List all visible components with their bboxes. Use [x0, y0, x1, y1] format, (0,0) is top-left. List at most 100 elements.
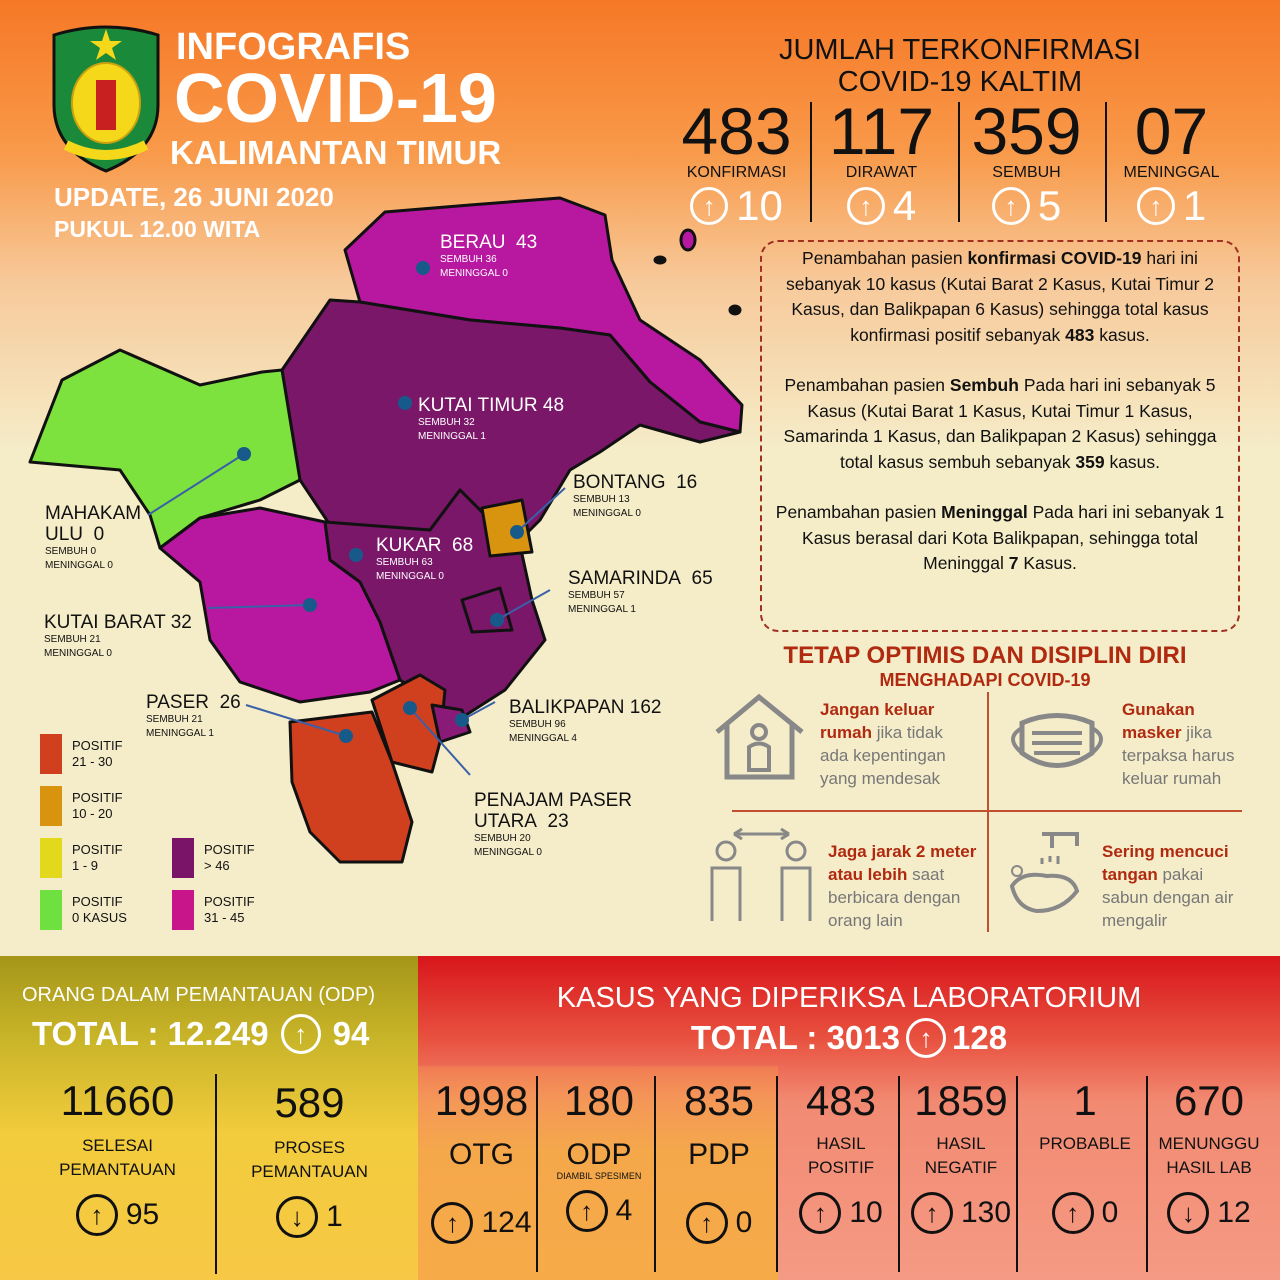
lab-label: HASIL [936, 1134, 986, 1153]
stat-dirawat: 117 DIRAWAT ↑ 4 [809, 94, 954, 229]
lab-item: 483 HASIL POSITIF ↑ 10 [780, 1080, 902, 1234]
lab-sublabel: HASIL LAB [1166, 1158, 1252, 1177]
lab-delta: 10 [849, 1196, 883, 1229]
divider [1146, 1076, 1148, 1272]
arrow-up-icon: ↑ [685, 1202, 728, 1244]
stat-value: 483 [681, 94, 792, 168]
lab-sublabel [423, 1170, 540, 1194]
stat-delta: 1 [1182, 182, 1207, 229]
handwash-icon [1002, 826, 1092, 921]
divider [215, 1074, 217, 1274]
title-region: KALIMANTAN TIMUR [170, 134, 502, 171]
arrow-down-icon: ↓ [1167, 1192, 1210, 1234]
note-sembuh: Penambahan pasien Sembuh Pada hari ini s… [783, 375, 1217, 472]
legend-10-20: POSITIF 10 - 20 [40, 786, 123, 826]
divider [654, 1076, 656, 1272]
summary-title: JUMLAH TERKONFIRMASI COVID-19 KALTIM [760, 34, 1160, 98]
label-paser: PASER 26 SEMBUH 21 MENINGGAL 1 [146, 692, 241, 739]
odp-proses: 589 PROSES PEMANTAUAN ↓ 1 [212, 1082, 407, 1238]
arrow-up-icon: ↑ [846, 187, 885, 225]
lab-value: 835 [683, 1077, 755, 1124]
lab-panel: KASUS YANG DIPERIKSA LABORATORIUM TOTAL … [418, 956, 1280, 1280]
lab-item: 670 MENUNGGU HASIL LAB ↓ 12 [1150, 1080, 1268, 1234]
arrow-up-icon: ↑ [431, 1202, 474, 1244]
arrow-up-icon: ↑ [1136, 187, 1175, 225]
lab-delta: 0 [1101, 1196, 1119, 1229]
label-mahakam-ulu: MAHAKAM ULU 0 SEMBUH 0 MENINGGAL 0 [45, 503, 142, 571]
tip-handwash: Sering mencuci tangan pakai sabun dengan… [1102, 842, 1234, 930]
stat-delta: 5 [1037, 182, 1062, 229]
arrow-down-icon: ↓ [276, 1196, 319, 1238]
arrow-up-icon: ↑ [991, 187, 1030, 225]
lab-label: HASIL [816, 1134, 866, 1153]
stat-label: MENINGGAL [1123, 164, 1220, 181]
lab-item: 1 PROBABLE ↑ 0 [1020, 1080, 1150, 1234]
title-covid: COVID-19 [174, 59, 497, 137]
update-date: UPDATE, 26 JUNI 2020 [54, 182, 334, 212]
lab-value: 1998 [434, 1077, 529, 1124]
arrow-up-icon: ↑ [565, 1190, 608, 1232]
notes-box: Penambahan pasien konfirmasi COVID-19 ha… [760, 240, 1240, 632]
stat-delta: 10 [736, 182, 783, 229]
lab-title: KASUS YANG DIPERIKSA LABORATORIUM [556, 982, 1142, 1014]
stat-label: KONFIRMASI [686, 164, 787, 181]
label-berau: BERAU 43 SEMBUH 36 MENINGGAL 0 [440, 232, 538, 279]
lab-value: 670 [1173, 1077, 1245, 1124]
logo [46, 25, 166, 173]
update-time: PUKUL 12.00 WITA [54, 216, 261, 242]
label-kutai-timur: KUTAI TIMUR 48 SEMBUH 32 MENINGGAL 1 [418, 395, 565, 442]
arrow-up-icon: ↑ [75, 1194, 118, 1236]
stat-value: 359 [971, 94, 1082, 168]
lab-value: 1 [1073, 1077, 1097, 1124]
tips-vline [987, 692, 989, 932]
region-paser[interactable] [288, 710, 414, 864]
odp-selesai: 11660 SELESAI PEMANTAUAN ↑ 95 [20, 1080, 215, 1236]
stat-meninggal: 07 MENINGGAL ↑ 1 [1099, 94, 1244, 229]
distance-icon [704, 826, 819, 931]
divider [810, 102, 812, 222]
note-konfirmasi: Penambahan pasien konfirmasi COVID-19 ha… [786, 248, 1214, 345]
odp-panel: ORANG DALAM PEMANTAUAN (ODP) TOTAL : 12.… [0, 956, 418, 1280]
stat-value: 07 [1134, 94, 1209, 168]
label-balikpapan: BALIKPAPAN 162 SEMBUH 96 MENINGGAL 4 [509, 697, 662, 744]
stat-value: 117 [828, 94, 935, 168]
divider [1016, 1076, 1018, 1272]
house-person-icon [712, 692, 807, 787]
label-kutai-barat: KUTAI BARAT 32 SEMBUH 21 MENINGGAL 0 [44, 612, 192, 659]
summary-stats: 483 KONFIRMASI ↑ 10 117 DIRAWAT ↑ 4 359 SEMBUH ↑… [664, 94, 1244, 229]
lab-delta: 0 [735, 1206, 753, 1239]
divider [536, 1076, 538, 1272]
stat-label: DIRAWAT [845, 164, 918, 181]
note-meninggal: Penambahan pasien Meninggal Pada hari in… [775, 502, 1225, 573]
divider [958, 102, 960, 222]
legend-46: POSITIF > 46 [172, 838, 255, 878]
legend-31-45: POSITIF 31 - 45 [172, 890, 255, 930]
stat-sembuh: 359 SEMBUH ↑ 5 [954, 94, 1099, 229]
mask-icon [1002, 708, 1112, 783]
lab-sublabel [1020, 1156, 1150, 1180]
title-infografis: INFOGRAFIS [176, 26, 411, 68]
region-mahakam-ulu[interactable] [28, 348, 302, 550]
region-bontang[interactable] [480, 498, 534, 558]
arrow-up-icon: ↑ [1051, 1192, 1094, 1234]
lab-sublabel: NEGATIF [924, 1158, 998, 1177]
lab-value: 180 [563, 1077, 635, 1124]
tip-stay-home: Jangan keluar rumah jika tidak ada kepen… [820, 700, 946, 788]
stat-delta: 4 [892, 182, 917, 229]
arrow-up-icon: ↑ [280, 1014, 321, 1054]
arrow-up-icon: ↑ [690, 187, 729, 225]
divider [776, 1076, 778, 1272]
summary-title-line1: JUMLAH TERKONFIRMASI [778, 34, 1141, 66]
lab-label: MENUNGGU [1158, 1134, 1260, 1153]
lab-delta: 124 [481, 1206, 532, 1239]
lab-sublabel: POSITIF [807, 1158, 875, 1177]
lab-total: TOTAL : 3013 ↑ 128 [690, 1018, 1008, 1058]
arrow-up-icon: ↑ [906, 1018, 946, 1058]
lab-label: ODP [566, 1138, 632, 1171]
tips-title: TETAP OPTIMIS DAN DISIPLIN DIRI [783, 642, 1187, 669]
lab-label: OTG [449, 1138, 514, 1171]
label-ppu: PENAJAM PASER UTARA 23 SEMBUH 20 MENINGGAL… [474, 790, 633, 858]
stat-konfirmasi: 483 KONFIRMASI ↑ 10 [664, 94, 809, 229]
tips-subtitle: MENGHADAPI COVID-19 [879, 670, 1091, 690]
odp-title: ORANG DALAM PEMANTAUAN (ODP) [22, 984, 375, 1006]
